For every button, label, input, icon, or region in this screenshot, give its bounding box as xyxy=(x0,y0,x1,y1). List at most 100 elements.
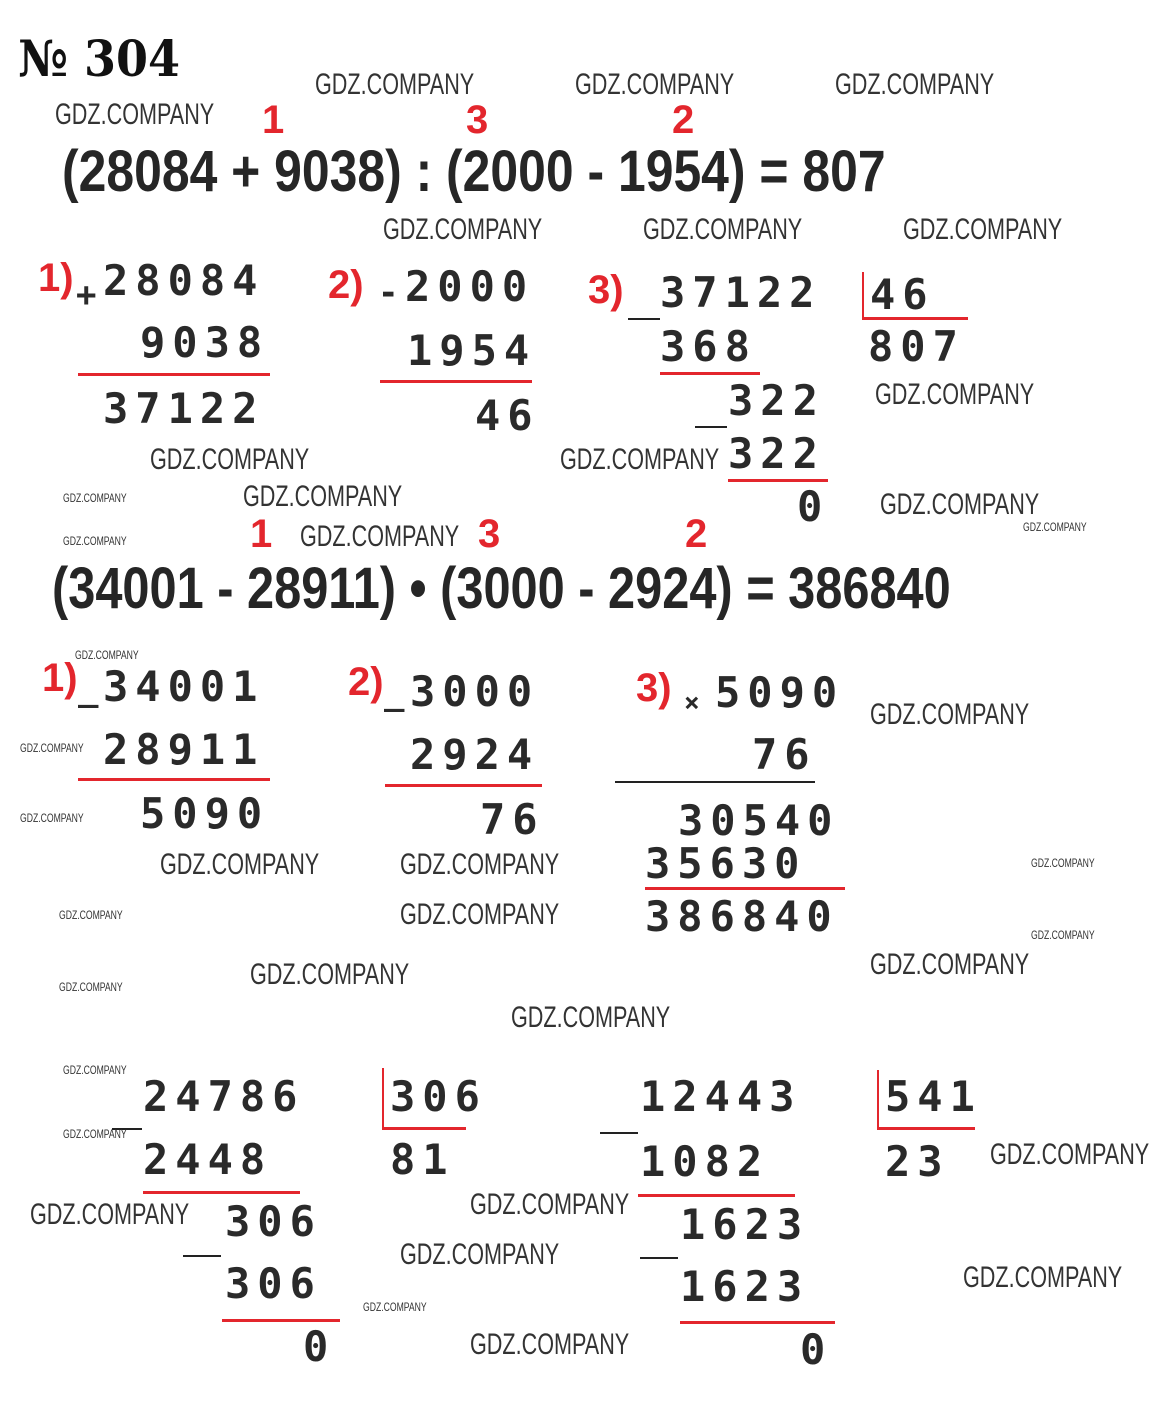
minus-sign xyxy=(183,1255,221,1257)
division-bracket xyxy=(382,1068,384,1128)
dividend: 12443 xyxy=(640,1072,802,1121)
operand: 2000 xyxy=(405,262,535,311)
watermark: GDZ.COMPANY xyxy=(250,958,410,991)
result-line xyxy=(645,887,845,890)
order-mark: 3 xyxy=(478,512,501,556)
divisor: 541 xyxy=(885,1072,982,1121)
watermark: GDZ.COMPANY xyxy=(63,491,127,505)
minus-sign xyxy=(112,1128,142,1130)
division-row: 322 xyxy=(728,429,825,478)
watermark: GDZ.COMPANY xyxy=(75,648,139,662)
watermark: GDZ.COMPANY xyxy=(63,534,127,548)
result: 5090 xyxy=(140,789,270,838)
division-bracket xyxy=(877,1127,975,1130)
division-row: 1082 xyxy=(640,1137,770,1186)
minus-sign: _ xyxy=(384,673,405,713)
row-line xyxy=(638,1194,795,1197)
watermark: GDZ.COMPANY xyxy=(1023,520,1087,534)
division-row: 322 xyxy=(728,376,825,425)
remainder: 0 xyxy=(800,1325,833,1374)
minus-sign xyxy=(600,1132,638,1134)
watermark: GDZ.COMPANY xyxy=(400,848,560,881)
step-label: 3) xyxy=(636,666,672,710)
watermark: GDZ.COMPANY xyxy=(870,698,1030,731)
result-line xyxy=(615,781,815,783)
division-bracket xyxy=(862,272,864,320)
watermark: GDZ.COMPANY xyxy=(363,1300,427,1314)
watermark: GDZ.COMPANY xyxy=(903,213,1063,246)
watermark: GDZ.COMPANY xyxy=(150,443,310,476)
row-line xyxy=(143,1191,300,1194)
watermark: GDZ.COMPANY xyxy=(300,520,460,553)
division-bracket xyxy=(862,317,968,320)
watermark: GDZ.COMPANY xyxy=(470,1328,630,1361)
watermark: GDZ.COMPANY xyxy=(243,480,403,513)
watermark: GDZ.COMPANY xyxy=(383,213,543,246)
watermark: GDZ.COMPANY xyxy=(963,1261,1123,1294)
quotient: 23 xyxy=(885,1137,950,1186)
row-line xyxy=(660,372,760,375)
row-line xyxy=(680,1321,835,1324)
quotient: 81 xyxy=(390,1135,455,1184)
division-bracket xyxy=(877,1070,879,1128)
division-row: 2448 xyxy=(143,1135,273,1184)
order-mark: 2 xyxy=(672,98,695,142)
operand: 76 xyxy=(752,730,817,779)
division-row: 306 xyxy=(225,1259,322,1308)
partial-product: 30540 xyxy=(678,796,840,845)
watermark: GDZ.COMPANY xyxy=(643,213,803,246)
operand: 3000 xyxy=(410,667,540,716)
operand: 28911 xyxy=(103,725,265,774)
result-line xyxy=(380,380,532,383)
operand: 34001 xyxy=(103,662,265,711)
division-row: 1623 xyxy=(680,1262,810,1311)
multiply-sign: × xyxy=(684,688,700,718)
divisor: 46 xyxy=(870,270,935,319)
step-label: 2) xyxy=(348,660,384,704)
divisor: 306 xyxy=(390,1072,487,1121)
minus-sign xyxy=(640,1257,678,1259)
watermark: GDZ.COMPANY xyxy=(160,848,320,881)
quotient: 807 xyxy=(868,322,965,371)
minus-sign: - xyxy=(378,273,399,313)
watermark: GDZ.COMPANY xyxy=(59,908,123,922)
watermark: GDZ.COMPANY xyxy=(511,1001,671,1034)
watermark: GDZ.COMPANY xyxy=(59,980,123,994)
division-row: 368 xyxy=(660,322,757,371)
watermark: GDZ.COMPANY xyxy=(575,68,735,101)
watermark: GDZ.COMPANY xyxy=(1031,856,1095,870)
watermark: GDZ.COMPANY xyxy=(990,1138,1150,1171)
watermark: GDZ.COMPANY xyxy=(835,68,995,101)
order-mark: 1 xyxy=(250,512,273,556)
watermark: GDZ.COMPANY xyxy=(20,741,84,755)
watermark: GDZ.COMPANY xyxy=(875,378,1035,411)
operand: 5090 xyxy=(715,668,845,717)
step-label: 2) xyxy=(328,263,364,307)
result: 76 xyxy=(480,795,545,844)
result: 46 xyxy=(475,391,540,440)
step-label: 3) xyxy=(588,268,624,312)
minus-sign xyxy=(695,426,727,428)
remainder: 0 xyxy=(797,482,830,531)
watermark: GDZ.COMPANY xyxy=(400,898,560,931)
result-line xyxy=(78,778,270,781)
expression-2: (34001 - 28911) • (3000 - 2924) = 386840 xyxy=(52,556,951,621)
expression-1: (28084 + 9038) : (2000 - 1954) = 807 xyxy=(62,139,886,204)
step-label: 1) xyxy=(42,656,78,700)
result: 386840 xyxy=(645,892,839,941)
order-mark: 3 xyxy=(466,98,489,142)
row-line xyxy=(728,479,828,482)
operand: 28084 xyxy=(103,256,265,305)
dividend: 37122 xyxy=(660,268,822,317)
problem-number: № 304 xyxy=(18,29,181,88)
watermark: GDZ.COMPANY xyxy=(870,948,1030,981)
watermark: GDZ.COMPANY xyxy=(470,1188,630,1221)
division-row: 306 xyxy=(225,1197,322,1246)
operand: 1954 xyxy=(407,326,537,375)
row-line xyxy=(222,1319,340,1322)
partial-product: 35630 xyxy=(645,839,807,888)
watermark: GDZ.COMPANY xyxy=(63,1063,127,1077)
remainder: 0 xyxy=(303,1322,336,1371)
result-line xyxy=(385,784,542,787)
